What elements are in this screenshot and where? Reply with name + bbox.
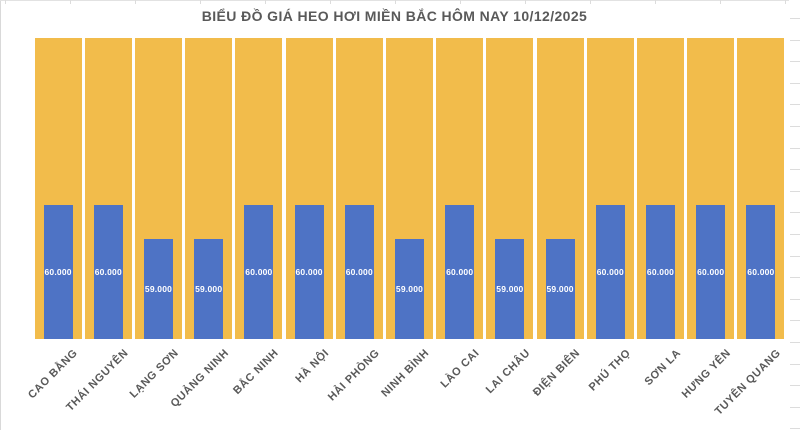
spreadsheet-column-gridline [460, 0, 461, 4]
bar-value-label: 59.000 [195, 283, 223, 294]
bar-value-label: 60.000 [245, 267, 273, 278]
bar-value-label: 59.000 [144, 283, 173, 294]
spreadsheet-column-gridline [785, 0, 786, 4]
bar-value-label: 60.000 [295, 267, 323, 278]
bar-value-label: 60.000 [345, 267, 373, 278]
category-label: NINH BÌNH [379, 347, 432, 400]
spreadsheet-column-gridline [135, 0, 136, 4]
price-bar: 60.000 [43, 205, 73, 339]
spreadsheet-column-gridline [70, 0, 71, 4]
bar-value-label: 59.000 [395, 283, 424, 294]
bar-value-label: 60.000 [646, 267, 675, 278]
spreadsheet-row-gridline [790, 147, 800, 149]
price-bar: 59.000 [495, 238, 525, 339]
category-label: CAO BẰNG [26, 347, 81, 402]
chart-frame-right-border [0, 1, 1, 430]
category-label: LẠNG SƠN [127, 347, 181, 401]
bar-value-label: 60.000 [596, 267, 624, 278]
spreadsheet-row-gridline [790, 126, 800, 127]
chart-frame-top-border [0, 0, 789, 1]
bar-value-label: 60.000 [446, 267, 474, 278]
spreadsheet-row-gridline [790, 18, 800, 19]
price-bar: 60.000 [344, 205, 374, 339]
spreadsheet-row-gridline [790, 39, 800, 41]
price-bar: 60.000 [93, 205, 123, 339]
category-label: HƯNG YÊN [679, 347, 734, 401]
category-label: ĐIỆN BIÊN [530, 347, 583, 399]
spreadsheet-row-gridline [790, 169, 800, 171]
price-bar: 60.000 [244, 205, 274, 339]
bar-value-label: 60.000 [44, 267, 72, 278]
spreadsheet-row-gridline [790, 320, 800, 322]
price-bar: 59.000 [144, 238, 173, 339]
category-label: BẮC NINH [231, 347, 282, 397]
spreadsheet-column-gridline [525, 0, 526, 4]
spreadsheet-row-gridline [790, 363, 800, 365]
spreadsheet-row-gridline [790, 342, 800, 343]
category-label: PHÚ THỌ [586, 347, 633, 394]
chart-title: BIỂU ĐỒ GIÁ HEO HƠI MIỀN BẮC HÔM NAY 10/… [201, 8, 588, 24]
price-bar: 60.000 [746, 205, 776, 339]
spreadsheet-column-gridline [395, 0, 396, 4]
price-bar: 60.000 [595, 205, 625, 339]
spreadsheet-row-gridline [790, 255, 800, 257]
bar-value-label: 59.000 [496, 283, 524, 294]
category-label: HÀ NỘI [293, 347, 332, 386]
price-bar: 60.000 [696, 205, 726, 339]
spreadsheet-row-gridline [790, 61, 800, 63]
category-label: LÀO CAI [438, 347, 483, 391]
spreadsheet-row-gridline [790, 277, 800, 279]
spreadsheet-column-gridline [265, 0, 266, 4]
price-bar: 59.000 [194, 238, 224, 339]
spreadsheet-row-gridline [790, 212, 800, 214]
category-label: LAI CHÂU [483, 347, 533, 397]
category-label: SƠN LA [641, 347, 683, 389]
spreadsheet-row-gridline [790, 82, 800, 84]
bar-value-label: 60.000 [747, 267, 775, 278]
bar-value-label: 60.000 [94, 267, 122, 278]
bar-value-label: 60.000 [697, 267, 725, 278]
price-bar: 60.000 [445, 205, 475, 339]
spreadsheet-column-gridline [720, 0, 721, 4]
spreadsheet-row-gridline [790, 406, 800, 408]
spreadsheet-row-gridline [790, 104, 800, 106]
spreadsheet-row-gridline [790, 234, 800, 235]
spreadsheet-column-gridline [200, 0, 201, 4]
spreadsheet-row-gridline [790, 385, 800, 387]
price-bar: 60.000 [294, 205, 324, 339]
spreadsheet-column-gridline [590, 0, 591, 4]
spreadsheet-row-gridline [790, 428, 800, 430]
category-label: HẢI PHÒNG [325, 347, 382, 404]
price-bar: 60.000 [646, 205, 675, 339]
spreadsheet-row-gridline [790, 190, 800, 192]
spreadsheet-column-gridline [5, 0, 6, 4]
plot-area: 60.000 60.000 59.000 59.000 60.000 60.000 60.0… [33, 38, 786, 339]
bar-value-label: 59.000 [546, 283, 574, 294]
price-bar: 59.000 [395, 238, 424, 339]
spreadsheet-row-gridline [790, 298, 800, 300]
price-bar: 59.000 [545, 238, 575, 339]
spreadsheet-column-gridline [330, 0, 331, 4]
spreadsheet-column-gridline [655, 0, 656, 4]
